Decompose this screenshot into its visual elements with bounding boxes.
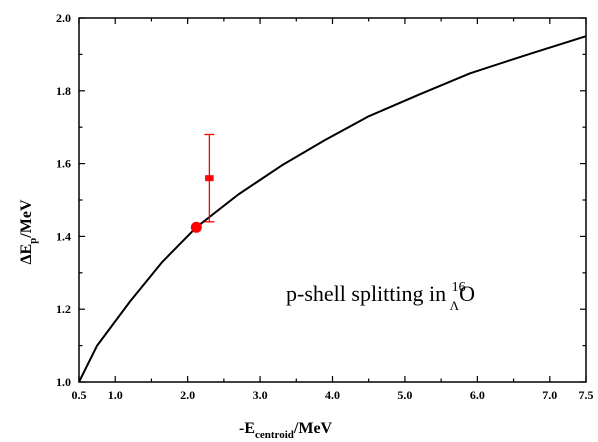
axis-ticks: [78, 17, 587, 383]
plot-frame: [78, 17, 587, 383]
data-point-marker: [190, 221, 202, 233]
x-tick-label: 0.5: [72, 388, 87, 402]
y-tick-label: 1.6: [56, 157, 71, 171]
x-axis-label-sub: centroid: [255, 429, 294, 441]
x-tick-label: 4.0: [325, 388, 340, 402]
y-axis-label: ΔEp/MeV: [18, 199, 39, 264]
x-tick-label: 7.0: [542, 388, 557, 402]
y-axis-label-unit: /MeV: [18, 199, 35, 239]
x-tick-label: 5.0: [397, 388, 412, 402]
x-tick-label: 2.0: [180, 388, 195, 402]
x-axis-label: -Ecentroid/MeV: [239, 420, 333, 441]
series-layer: [78, 35, 587, 383]
y-tick-label: 1.0: [56, 375, 71, 389]
annotation-superscript: 16: [452, 280, 466, 295]
annotation-subscript: Λ: [450, 298, 460, 313]
series-line: [78, 35, 587, 383]
y-axis-label-main: ΔE: [18, 244, 35, 265]
y-tick-label: 1.8: [56, 84, 71, 98]
x-tick-label: 7.5: [579, 388, 594, 402]
y-axis-label-sub: p: [27, 238, 39, 244]
x-axis-label-main: -E: [239, 420, 255, 437]
x-tick-label: 3.0: [253, 388, 268, 402]
y-tick-label: 1.4: [56, 229, 71, 243]
x-tick-label: 6.0: [470, 388, 485, 402]
annotation: p-shell splitting in 16 ΛO: [286, 280, 475, 313]
y-tick-label: 1.2: [56, 302, 71, 316]
errorbar-point: [204, 133, 215, 223]
errorbar-marker: [206, 175, 213, 182]
x-tick-label: 1.0: [108, 388, 123, 402]
tick-labels: 0.5 1.0 2.0 3.0 4.0 5.0 6.0 7.0 7.51.01.21.41.61…: [56, 11, 594, 402]
annotation-prefix: p-shell splitting in: [286, 281, 452, 306]
x-axis-label-unit: /MeV: [293, 420, 333, 437]
annotation-element: O: [459, 281, 475, 306]
y-tick-label: 2.0: [56, 11, 71, 25]
